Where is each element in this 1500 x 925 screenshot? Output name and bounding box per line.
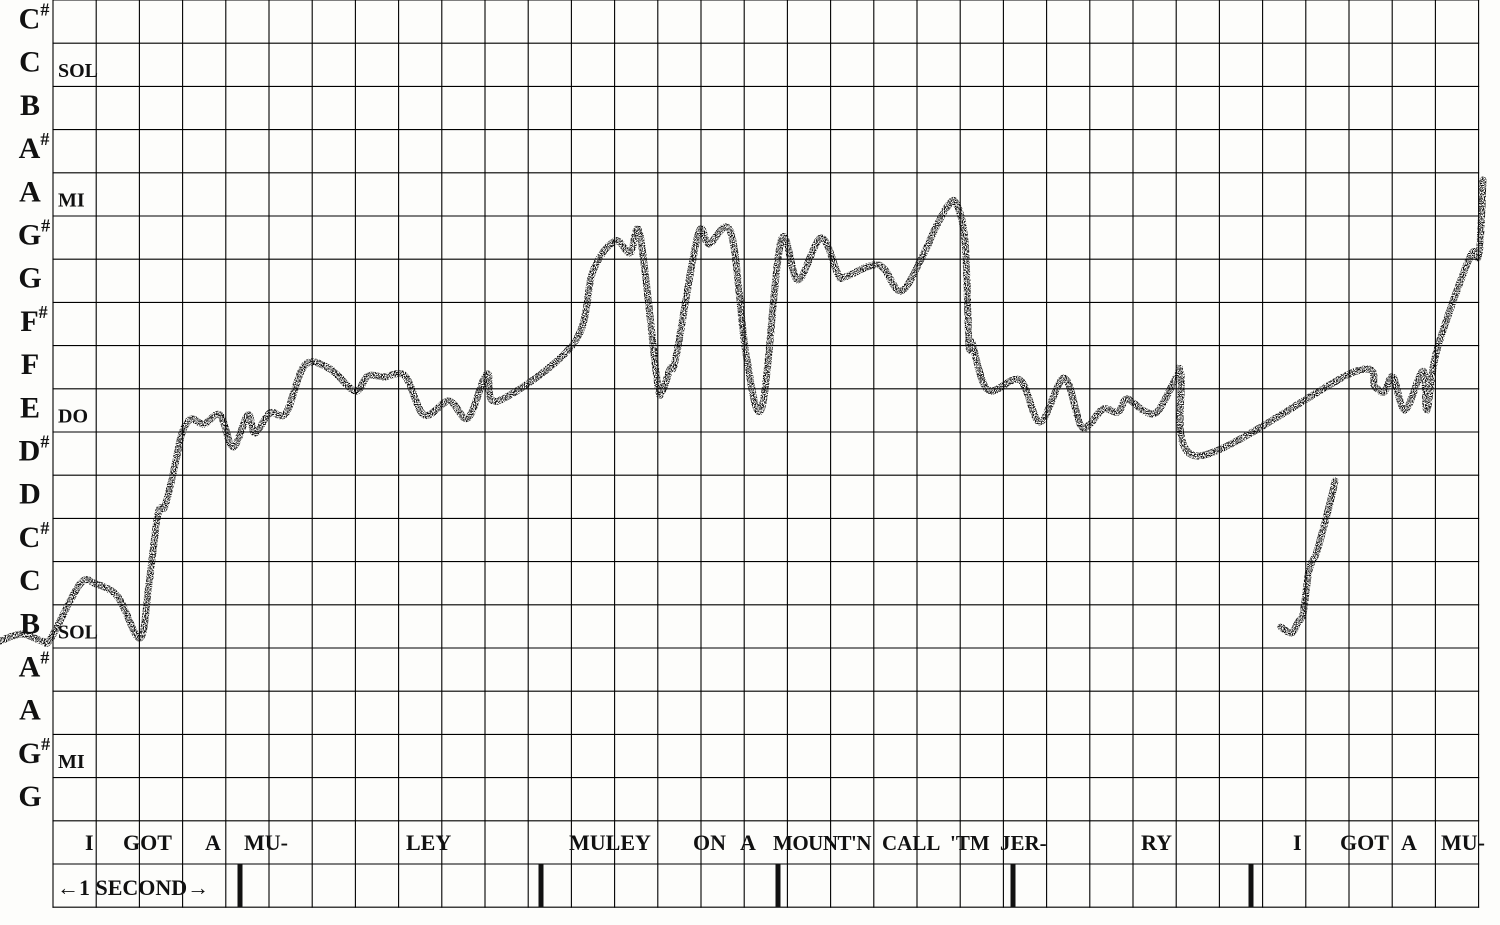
svg-text:I: I (85, 830, 94, 855)
svg-text:B: B (20, 89, 40, 122)
svg-text:G: G (18, 262, 41, 295)
svg-text:A: A (1401, 830, 1417, 855)
svg-text:C: C (19, 564, 41, 597)
svg-text:A: A (19, 175, 41, 208)
svg-text:GOT: GOT (1340, 830, 1389, 855)
svg-text:C: C (19, 46, 41, 79)
svg-text:JER-: JER- (1000, 831, 1047, 855)
svg-text:GOT: GOT (123, 830, 172, 855)
svg-text:F: F (21, 348, 39, 381)
svg-text:I: I (1293, 830, 1302, 855)
svg-text:MULEY: MULEY (569, 830, 651, 855)
svg-text:MU-: MU- (244, 830, 288, 855)
svg-text:MOUNT'N: MOUNT'N (773, 831, 871, 855)
svg-text:DO: DO (58, 406, 88, 428)
svg-text:MI: MI (58, 751, 85, 773)
svg-text:MU-: MU- (1441, 830, 1485, 855)
svg-text:CALL: CALL (882, 831, 940, 855)
svg-text:'TM: 'TM (950, 831, 990, 855)
svg-text:A: A (205, 830, 221, 855)
svg-text:SOL: SOL (58, 622, 98, 644)
svg-text:←1 SECOND→: ←1 SECOND→ (57, 875, 209, 900)
svg-text:A: A (740, 830, 756, 855)
svg-text:ON: ON (693, 830, 726, 855)
svg-text:G: G (18, 780, 41, 813)
svg-text:MI: MI (58, 190, 85, 212)
svg-text:D: D (19, 478, 41, 511)
svg-text:A: A (19, 694, 41, 727)
svg-text:RY: RY (1141, 830, 1172, 855)
svg-text:SOL: SOL (58, 60, 98, 82)
svg-text:LEY: LEY (406, 830, 451, 855)
svg-text:E: E (20, 391, 40, 424)
